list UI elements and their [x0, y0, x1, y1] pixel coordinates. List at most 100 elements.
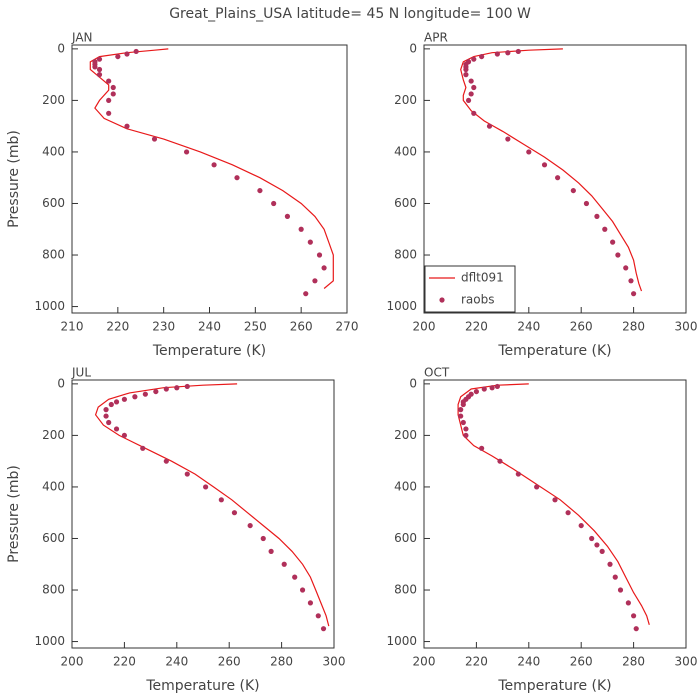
raob-point [163, 458, 169, 464]
raob-point [479, 53, 485, 60]
x-tick-label: 200 [413, 320, 436, 334]
y-tick-label: 600 [42, 531, 65, 545]
raob-point [583, 200, 590, 207]
raob-point [115, 53, 121, 60]
raob-point [607, 561, 613, 567]
x-tick-label: 240 [517, 655, 540, 669]
raob-point [298, 226, 304, 232]
raob-point [106, 97, 112, 104]
raob-point [153, 388, 159, 395]
raob-point [463, 432, 469, 439]
y-tick-label: 600 [42, 196, 65, 210]
y-tick-label: 400 [394, 144, 417, 158]
plot-frame [423, 379, 687, 649]
panel-label: APR [424, 31, 448, 45]
raob-point [184, 383, 190, 390]
raob-point [312, 278, 318, 284]
raob-point [494, 383, 500, 390]
raob-point [140, 445, 146, 451]
x-tick-label: 220 [465, 655, 488, 669]
raob-point [183, 149, 190, 155]
y-tick-label: 400 [394, 479, 417, 493]
raob-point [589, 535, 595, 542]
raob-point [163, 386, 169, 392]
raob-point [594, 213, 600, 219]
raob-point [292, 574, 298, 580]
raob-point [284, 213, 291, 219]
raob-point [599, 548, 605, 554]
raob-point [594, 542, 600, 548]
y-tick-label: 200 [394, 428, 417, 442]
raob-point [615, 252, 621, 258]
y-axis-label: Pressure (mb) [6, 465, 22, 563]
raob-point [555, 175, 561, 181]
raob-point [106, 78, 112, 84]
raob-point [268, 548, 274, 554]
raob-point [211, 162, 217, 168]
raob-point [218, 497, 224, 503]
raob-point [257, 187, 263, 194]
figure-title: Great_Plains_USA latitude= 45 N longitud… [169, 6, 531, 22]
raob-point [271, 200, 277, 207]
panel-label: JUL [71, 366, 91, 380]
y-tick-label: 800 [394, 583, 417, 597]
y-tick-label: 400 [42, 144, 65, 158]
raob-point [303, 291, 309, 297]
raob-point [471, 56, 477, 62]
raob-point [481, 386, 487, 392]
y-tick-label: 600 [394, 196, 417, 210]
raob-point [515, 471, 521, 477]
raob-point [113, 399, 120, 405]
raob-point [473, 388, 479, 395]
temperature-line [89, 48, 334, 289]
x-tick-label: 260 [570, 320, 593, 334]
raob-point [471, 84, 477, 91]
temperature-line [460, 48, 643, 292]
raob-point [479, 445, 485, 451]
raob-point [110, 84, 116, 91]
raob-point [247, 522, 253, 529]
raob-point [460, 419, 466, 426]
y-tick-label: 200 [42, 93, 65, 107]
raob-point [307, 239, 313, 245]
x-axis-label: Temperature (K) [497, 343, 611, 359]
raob-point [184, 471, 190, 477]
raob-point [133, 48, 139, 55]
raob-point [110, 91, 116, 97]
raob-point [142, 391, 148, 397]
raob-point [497, 458, 503, 464]
panel-label: OCT [424, 366, 450, 380]
temperature-line [457, 383, 650, 625]
x-tick-label: 260 [290, 320, 313, 334]
raob-point [463, 66, 469, 73]
x-tick-label: 300 [323, 655, 346, 669]
raob-point [471, 110, 477, 116]
plot-frame [71, 379, 335, 649]
raob-point [281, 561, 287, 567]
raob-point [631, 613, 637, 619]
x-tick-label: 300 [675, 655, 698, 669]
raob-point [299, 587, 306, 593]
raob-point [486, 123, 493, 129]
x-tick-label: 200 [413, 655, 436, 669]
y-tick-label: 0 [409, 41, 417, 55]
raob-point [526, 149, 532, 155]
y-tick-label: 200 [394, 93, 417, 107]
raob-point [565, 510, 571, 516]
x-tick-label: 260 [570, 655, 593, 669]
y-tick-label: 800 [42, 248, 65, 262]
raob-point [121, 432, 127, 439]
x-tick-label: 300 [675, 320, 698, 334]
raob-point [468, 78, 474, 84]
raob-point [234, 175, 240, 181]
raob-point [494, 51, 500, 57]
raob-point [460, 401, 466, 408]
legend-label: raobs [461, 293, 495, 307]
raob-point [541, 162, 548, 168]
x-tick-label: 240 [517, 320, 540, 334]
x-axis-label: Temperature (K) [152, 343, 266, 359]
x-tick-label: 280 [622, 655, 645, 669]
y-tick-label: 800 [394, 248, 417, 262]
raob-point [307, 600, 314, 606]
